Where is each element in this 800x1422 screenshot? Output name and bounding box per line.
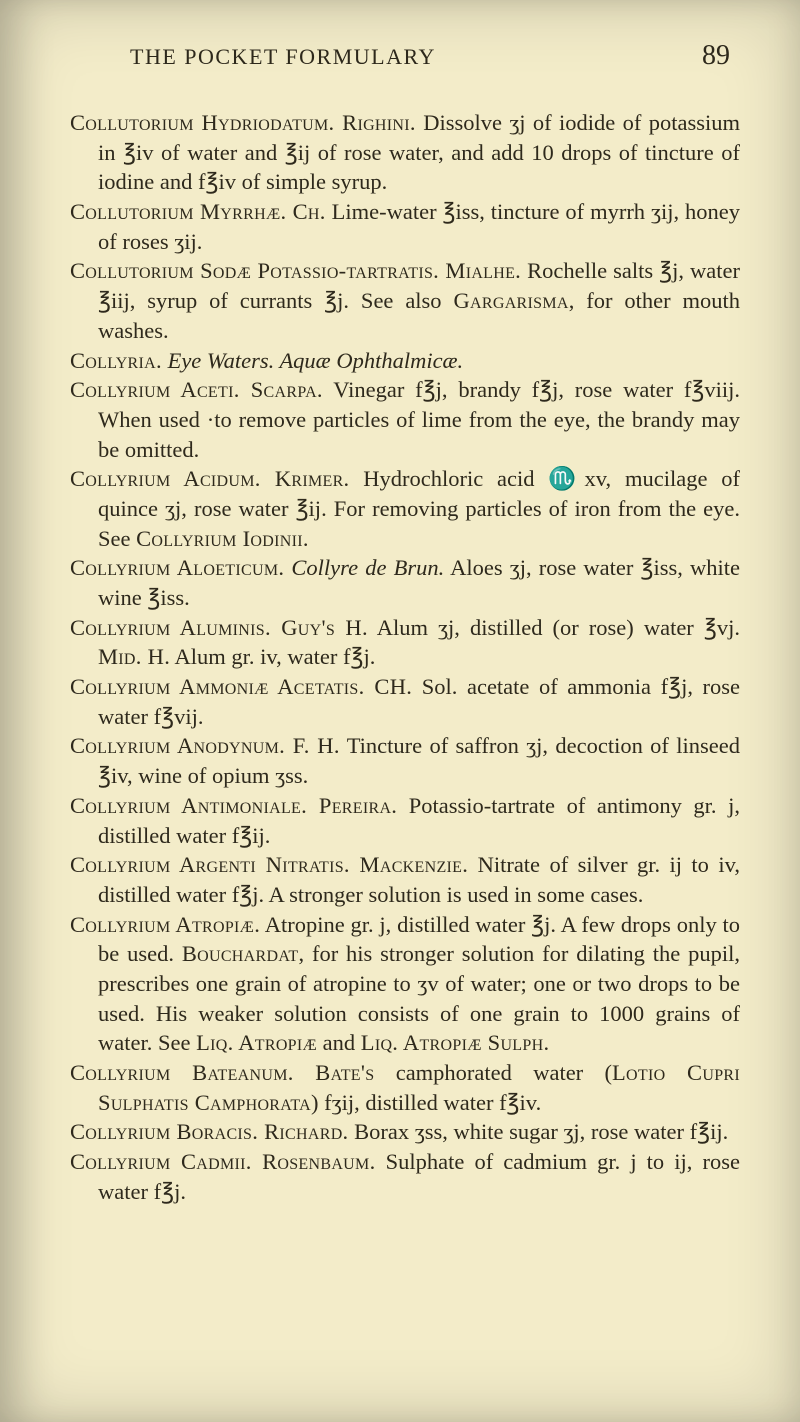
entry: Collyrium Antimoniale. Pereira. Potassio…	[70, 791, 740, 850]
entry: Collyrium Ammoniæ Acetatis. CH. Sol. ace…	[70, 672, 740, 731]
page-number: 89	[702, 40, 730, 72]
entry: Collyrium Acidum. Krimer. Hydrochloric a…	[70, 464, 740, 553]
entry: Collyria. Eye Waters. Aquæ Ophthalmicæ.	[70, 346, 740, 376]
page: THE POCKET FORMULARY 89 Collutorium Hydr…	[0, 0, 800, 1422]
entry: Collutorium Hydriodatum. Righini. Dissol…	[70, 108, 740, 197]
entry: Collyrium Anodynum. F. H. Tincture of sa…	[70, 731, 740, 790]
entry: Collyrium Cadmii. Rosenbaum. Sulphate of…	[70, 1147, 740, 1206]
entry: Collyrium Bateanum. Bate's camphorated w…	[70, 1058, 740, 1117]
entry: Collyrium Aluminis. Guy's H. Alum ʒj, di…	[70, 613, 740, 672]
entry: Collyrium Argenti Nitratis. Mackenzie. N…	[70, 850, 740, 909]
running-head: THE POCKET FORMULARY 89	[70, 40, 740, 72]
entry: Collyrium Atropiæ. Atropine gr. j, disti…	[70, 910, 740, 1058]
entry: Collyrium Aloeticum. Collyre de Brun. Al…	[70, 553, 740, 612]
entry: Collyrium Boracis. Richard. Borax ʒss, w…	[70, 1117, 740, 1147]
entry: Collyrium Aceti. Scarpa. Vinegar f℥j, br…	[70, 375, 740, 464]
body-text: Collutorium Hydriodatum. Righini. Dissol…	[70, 108, 740, 1206]
running-title: THE POCKET FORMULARY	[130, 44, 436, 70]
entry: Collutorium Sodæ Potassio-tartratis. Mia…	[70, 256, 740, 345]
entry: Collutorium Myrrhæ. Ch. Lime-water ℥iss,…	[70, 197, 740, 256]
